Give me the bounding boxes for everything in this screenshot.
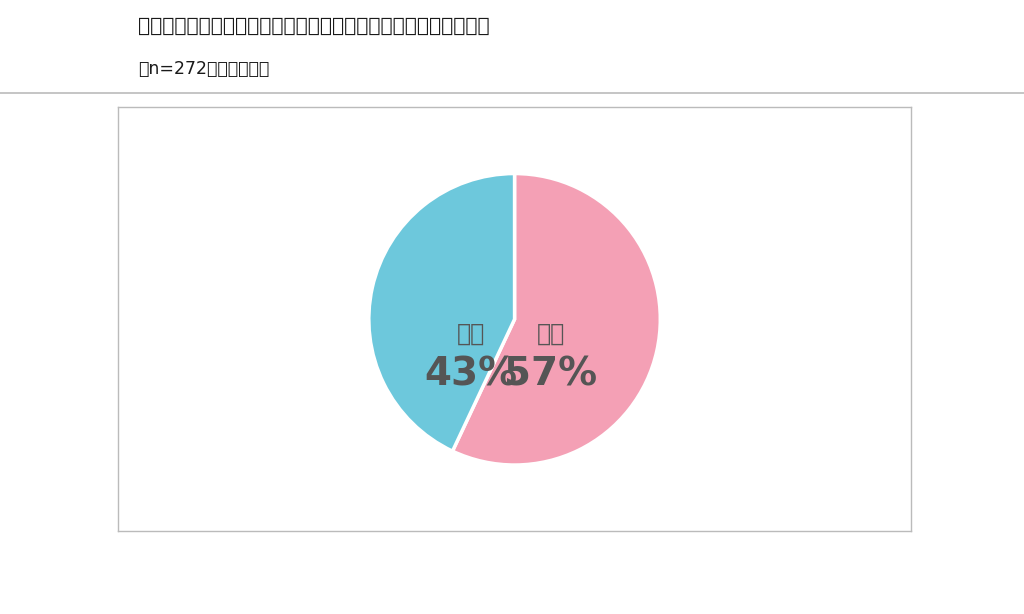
Text: ない: ない bbox=[457, 322, 485, 346]
Text: 57%: 57% bbox=[505, 356, 598, 394]
Text: 胚移植後にフライングで妊娠検査薬を使ったことはありますか？: 胚移植後にフライングで妊娠検査薬を使ったことはありますか？ bbox=[138, 17, 489, 36]
Text: ある: ある bbox=[537, 322, 565, 346]
Text: アンケート期間：2024/8/2～8: アンケート期間：2024/8/2～8 bbox=[435, 587, 589, 602]
Text: 43%: 43% bbox=[424, 356, 517, 394]
Wedge shape bbox=[369, 174, 515, 451]
Text: Varinos 公式 Instagram・X・LINE にてアンケートを実施: Varinos 公式 Instagram・X・LINE にてアンケートを実施 bbox=[358, 560, 666, 575]
Wedge shape bbox=[453, 174, 660, 465]
Text: ［n=272、単一回答］: ［n=272、単一回答］ bbox=[138, 60, 269, 77]
